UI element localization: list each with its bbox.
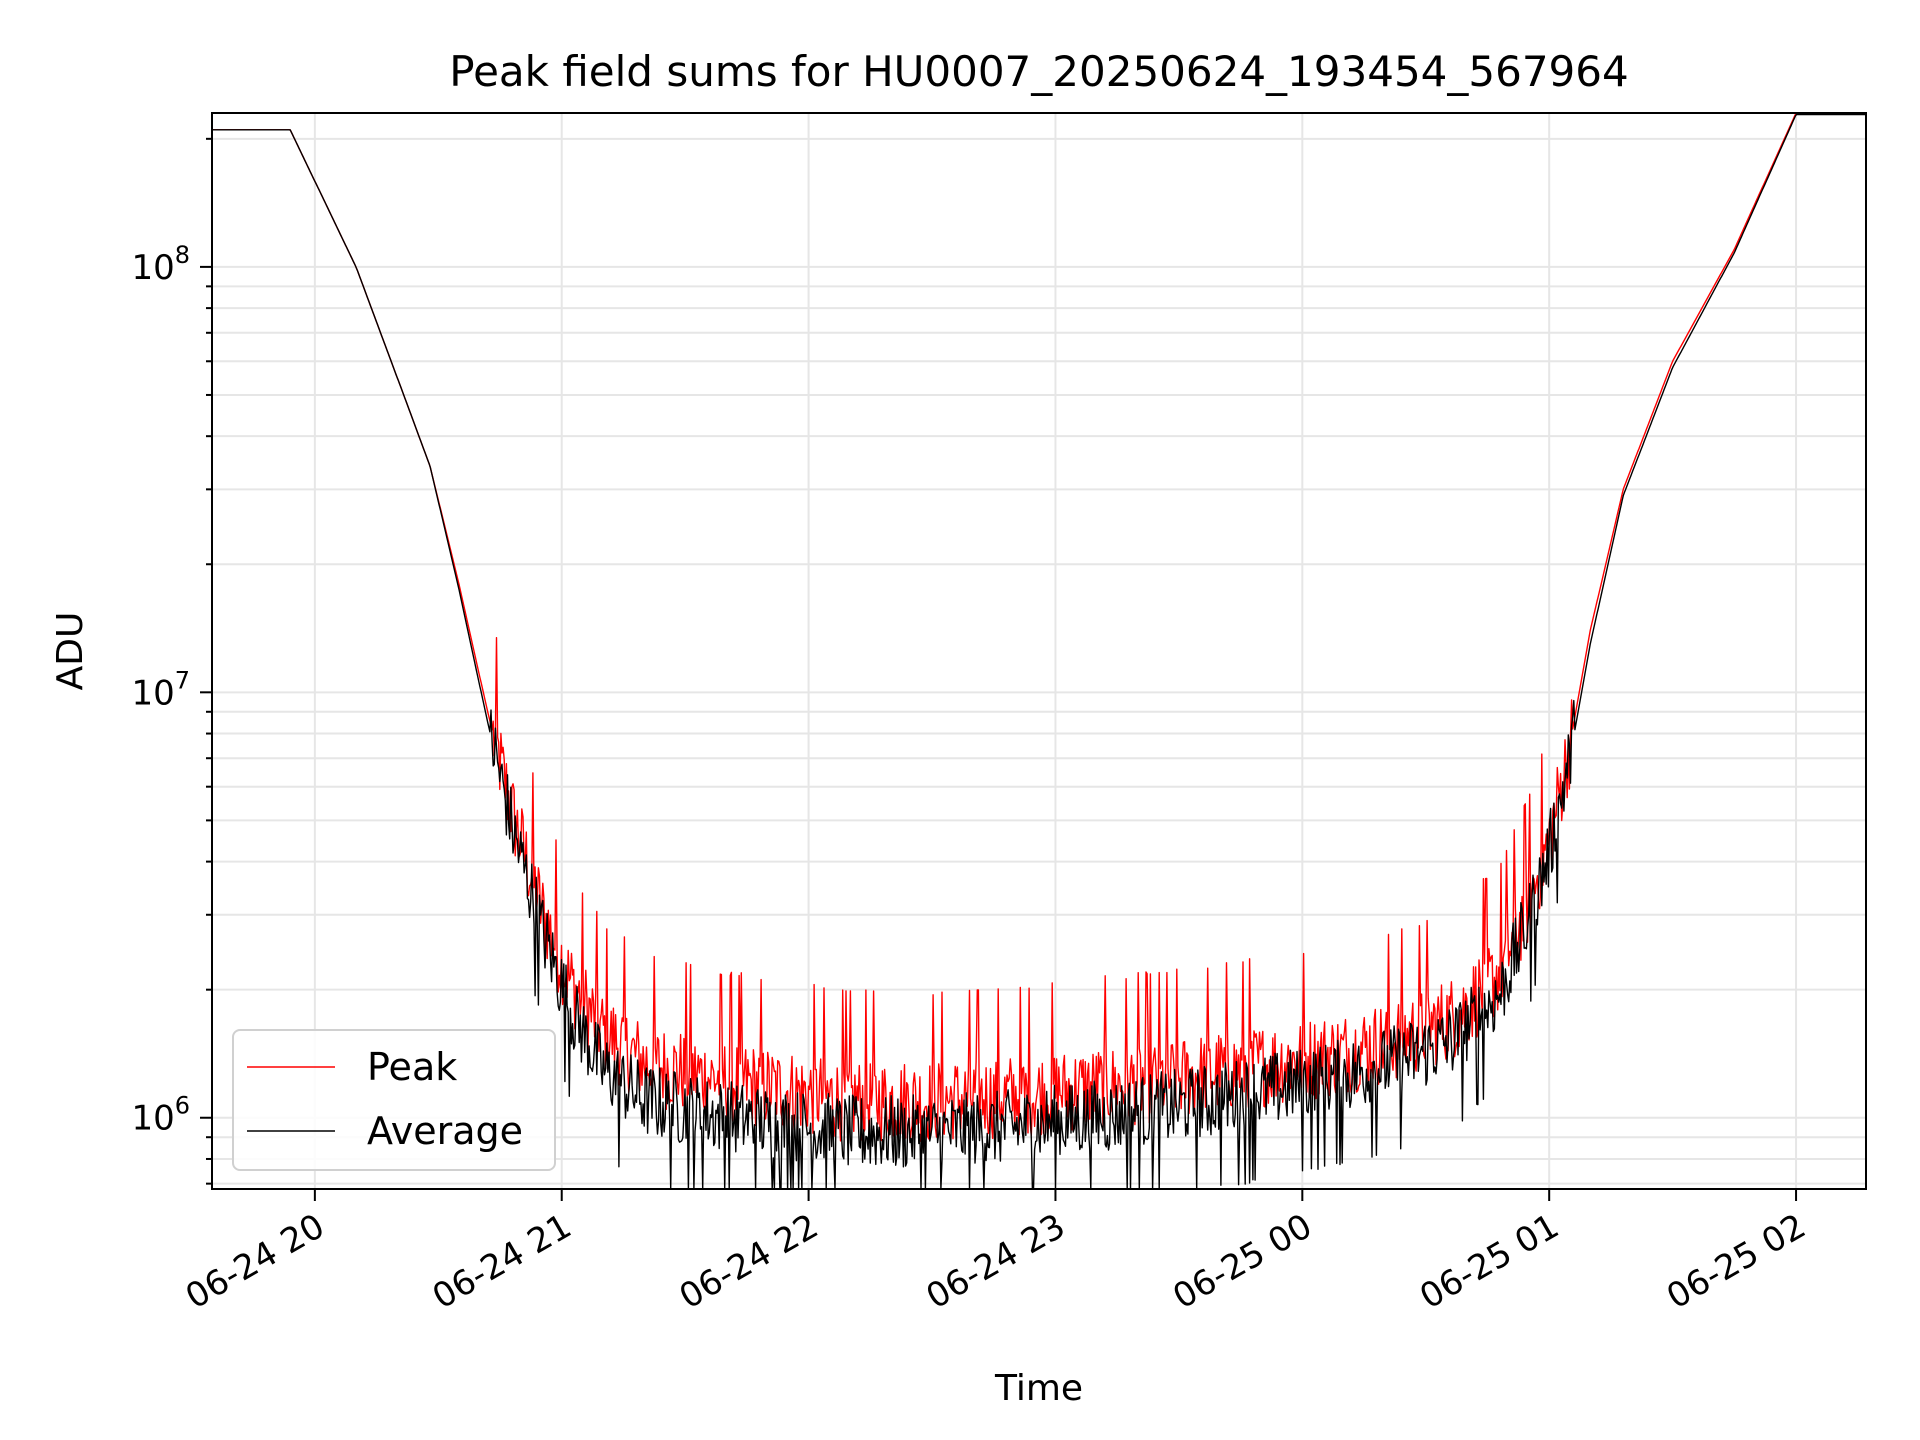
- legend-label-average: Average: [367, 1109, 523, 1153]
- ticks: [200, 137, 1798, 1201]
- legend: Peak Average: [232, 1029, 556, 1171]
- series-line-peak: [212, 112, 1866, 1143]
- y-axis-label: ADU: [50, 612, 91, 691]
- plot-frame: [211, 112, 1867, 1190]
- series-line-average: [212, 113, 1866, 1190]
- chart-title: Peak field sums for HU0007_20250624_1934…: [449, 47, 1628, 96]
- series-layer: [212, 112, 1866, 1190]
- legend-box: [232, 1029, 556, 1171]
- x-axis-label: Time: [994, 1368, 1083, 1409]
- legend-label-peak: Peak: [367, 1045, 457, 1089]
- y-tick-label: 108: [131, 241, 190, 288]
